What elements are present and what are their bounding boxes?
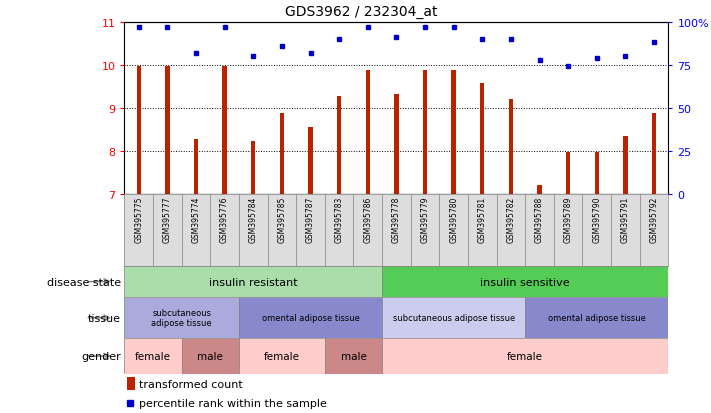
Bar xyxy=(124,297,239,339)
Bar xyxy=(594,152,599,194)
Text: female: female xyxy=(264,351,300,361)
Text: insulin resistant: insulin resistant xyxy=(209,277,298,287)
Text: insulin sensitive: insulin sensitive xyxy=(481,277,570,287)
Text: GSM395785: GSM395785 xyxy=(277,196,287,242)
Text: GSM395789: GSM395789 xyxy=(564,196,572,242)
Text: GSM395784: GSM395784 xyxy=(249,196,258,242)
Bar xyxy=(365,71,370,194)
Text: GSM395774: GSM395774 xyxy=(191,196,201,243)
Text: percentile rank within the sample: percentile rank within the sample xyxy=(139,398,327,408)
Bar xyxy=(239,297,382,339)
Text: GSM395775: GSM395775 xyxy=(134,196,143,243)
Text: gender: gender xyxy=(81,351,121,361)
Text: tissue: tissue xyxy=(88,313,121,323)
Text: GSM395790: GSM395790 xyxy=(592,196,602,243)
Bar xyxy=(509,100,513,194)
Bar xyxy=(165,67,169,194)
Text: female: female xyxy=(507,351,543,361)
Bar xyxy=(137,67,141,194)
Bar xyxy=(127,377,135,391)
Bar xyxy=(423,71,427,194)
Bar xyxy=(309,128,313,194)
Bar xyxy=(566,152,570,194)
Text: omental adipose tissue: omental adipose tissue xyxy=(548,313,646,323)
Text: GSM395776: GSM395776 xyxy=(220,196,229,243)
Text: GSM395777: GSM395777 xyxy=(163,196,172,243)
Bar xyxy=(538,185,542,194)
Text: omental adipose tissue: omental adipose tissue xyxy=(262,313,360,323)
Bar xyxy=(382,339,668,374)
Text: GSM395778: GSM395778 xyxy=(392,196,401,242)
Text: transformed count: transformed count xyxy=(139,379,243,389)
Text: subcutaneous
adipose tissue: subcutaneous adipose tissue xyxy=(151,309,212,328)
Text: male: male xyxy=(198,351,223,361)
Bar xyxy=(451,71,456,194)
Text: disease state: disease state xyxy=(47,277,121,287)
Text: GSM395779: GSM395779 xyxy=(420,196,429,243)
Bar xyxy=(394,95,399,194)
Bar xyxy=(124,339,182,374)
Bar xyxy=(194,140,198,194)
Text: GSM395792: GSM395792 xyxy=(650,196,658,242)
Bar xyxy=(223,67,227,194)
Bar xyxy=(239,339,325,374)
Bar xyxy=(652,114,656,194)
Text: GSM395791: GSM395791 xyxy=(621,196,630,242)
Bar xyxy=(480,83,484,194)
Text: GSM395782: GSM395782 xyxy=(506,196,515,242)
Bar xyxy=(337,96,341,194)
Text: GSM395786: GSM395786 xyxy=(363,196,373,242)
Text: female: female xyxy=(135,351,171,361)
Bar xyxy=(325,339,382,374)
Text: male: male xyxy=(341,351,366,361)
Text: GDS3962 / 232304_at: GDS3962 / 232304_at xyxy=(284,5,437,19)
Text: GSM395787: GSM395787 xyxy=(306,196,315,242)
Text: subcutaneous adipose tissue: subcutaneous adipose tissue xyxy=(392,313,515,323)
Bar xyxy=(525,297,668,339)
Bar xyxy=(279,114,284,194)
Text: GSM395783: GSM395783 xyxy=(335,196,343,242)
Text: GSM395788: GSM395788 xyxy=(535,196,544,242)
Text: GSM395781: GSM395781 xyxy=(478,196,487,242)
Bar xyxy=(624,136,628,194)
Bar xyxy=(124,266,382,297)
Bar xyxy=(382,266,668,297)
Bar xyxy=(382,297,525,339)
Bar xyxy=(182,339,239,374)
Bar xyxy=(251,142,255,194)
Text: GSM395780: GSM395780 xyxy=(449,196,458,242)
